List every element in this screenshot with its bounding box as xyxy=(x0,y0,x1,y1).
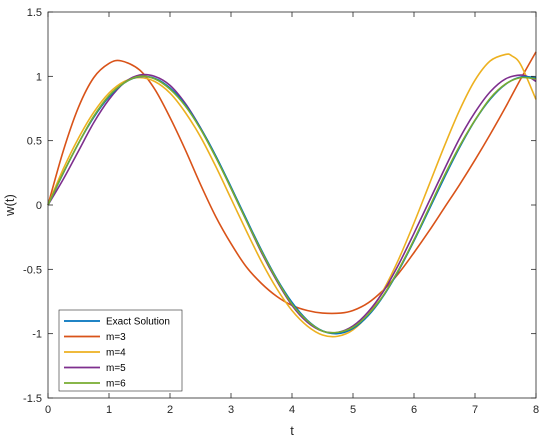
series-layer xyxy=(47,51,537,338)
x-axis-label: t xyxy=(290,423,294,438)
y-tick-label: 0 xyxy=(36,200,42,212)
legend-label-m-6: m=6 xyxy=(106,379,126,390)
y-tick-layer: -1.5 -1 -0.5 0 0.5 1 1.5 xyxy=(23,7,536,405)
y-axis-label: w(t) xyxy=(2,194,17,217)
y-tick-label: 1 xyxy=(36,71,42,83)
x-tick-label: 7 xyxy=(472,404,478,416)
y-tick-label: 1.5 xyxy=(27,7,42,19)
legend: Exact Solution m=3 m=4 m=5 m=6 xyxy=(58,309,183,392)
legend-label-exact-solution: Exact Solution xyxy=(106,317,170,328)
y-tick-label: -1.5 xyxy=(23,393,42,405)
legend-label-m-3: m=3 xyxy=(106,332,126,343)
x-tick-label: 2 xyxy=(167,404,173,416)
series-line-m-6 xyxy=(47,75,537,334)
x-tick-label: 3 xyxy=(228,404,234,416)
y-tick-label: -0.5 xyxy=(23,264,42,276)
x-tick-label: 5 xyxy=(350,404,356,416)
legend-label-m-5: m=5 xyxy=(106,363,126,374)
y-tick-label: 0.5 xyxy=(27,136,42,148)
x-tick-label: 4 xyxy=(289,404,295,416)
x-tick-label: 8 xyxy=(533,404,539,416)
y-tick-label: -1 xyxy=(32,329,42,341)
legend-box xyxy=(58,309,183,392)
x-tick-label: 1 xyxy=(106,404,112,416)
legend-label-m-4: m=4 xyxy=(106,348,126,359)
x-tick-label: 0 xyxy=(45,404,51,416)
x-tick-layer: 0 1 2 3 4 5 6 7 8 xyxy=(45,12,539,416)
x-tick-label: 6 xyxy=(411,404,417,416)
